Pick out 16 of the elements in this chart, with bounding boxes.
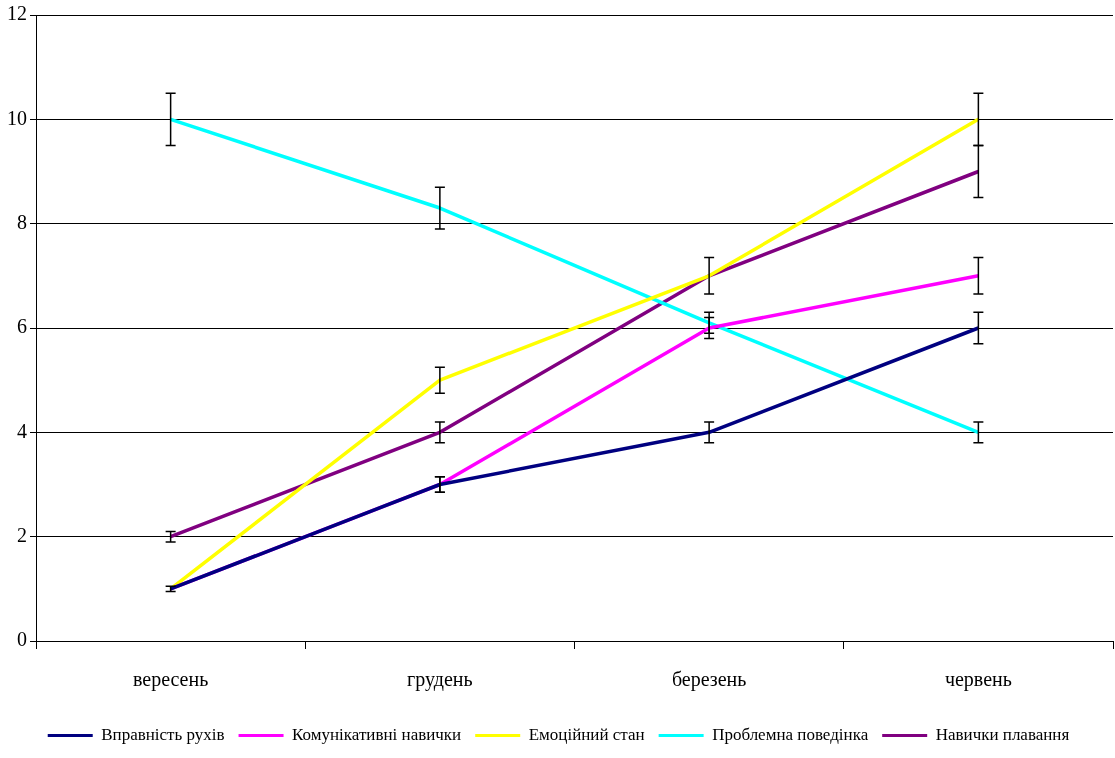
y-tick-label: 0	[17, 628, 27, 651]
x-tick-label: березень	[671, 668, 747, 692]
y-tick-label: 8	[17, 210, 27, 233]
x-tick-label: грудень	[407, 668, 473, 692]
y-tick-label: 4	[17, 419, 27, 442]
y-tick-label: 2	[17, 523, 27, 546]
x-tick-label: червень	[944, 668, 1012, 692]
y-tick-label: 6	[17, 315, 27, 338]
y-tick-label: 10	[7, 106, 27, 129]
x-tick-label: вересень	[132, 668, 209, 692]
legend-label: Вправність рухів	[101, 724, 225, 744]
legend-label: Комунікативні навички	[292, 724, 462, 744]
legend-label: Емоційний стан	[528, 724, 645, 744]
y-tick-label: 12	[7, 2, 27, 25]
legend-label: Проблемна поведінка	[712, 724, 869, 744]
legend-label: Навички плавання	[935, 724, 1070, 744]
